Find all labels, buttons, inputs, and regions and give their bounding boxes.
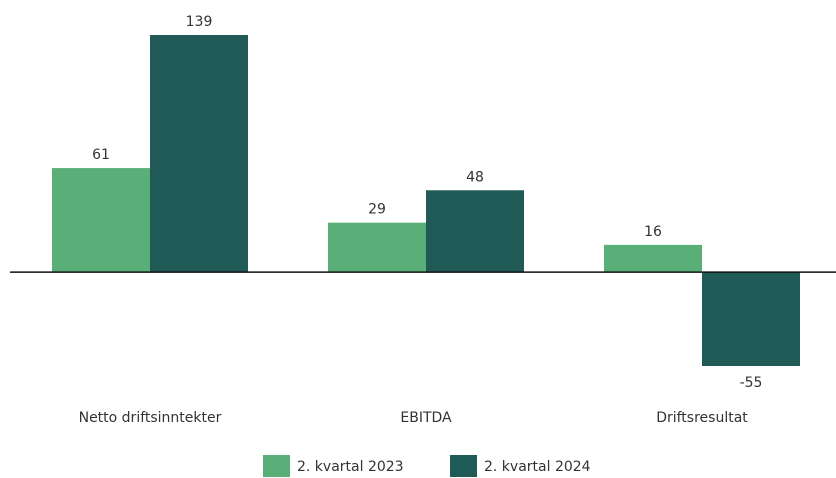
bar — [604, 244, 702, 273]
value-label: 29 — [368, 202, 386, 218]
legend-swatch — [450, 455, 477, 477]
legend-label: 2. kvartal 2024 — [484, 459, 591, 475]
bar — [426, 190, 524, 273]
value-label: 48 — [466, 169, 484, 185]
x-tick-label: EBITDA — [400, 410, 452, 426]
bar — [52, 168, 150, 273]
legend-label: 2. kvartal 2023 — [297, 459, 404, 475]
x-tick-label: Driftsresultat — [656, 410, 748, 426]
x-tick-label: Netto driftsinntekter — [79, 410, 222, 426]
value-label: 139 — [186, 14, 213, 30]
value-label: 16 — [644, 224, 662, 240]
bar — [702, 272, 800, 366]
bar — [150, 35, 248, 273]
legend-swatch — [263, 455, 290, 477]
value-label: 61 — [92, 147, 110, 163]
bar — [328, 222, 426, 273]
value-label: -55 — [740, 375, 763, 391]
